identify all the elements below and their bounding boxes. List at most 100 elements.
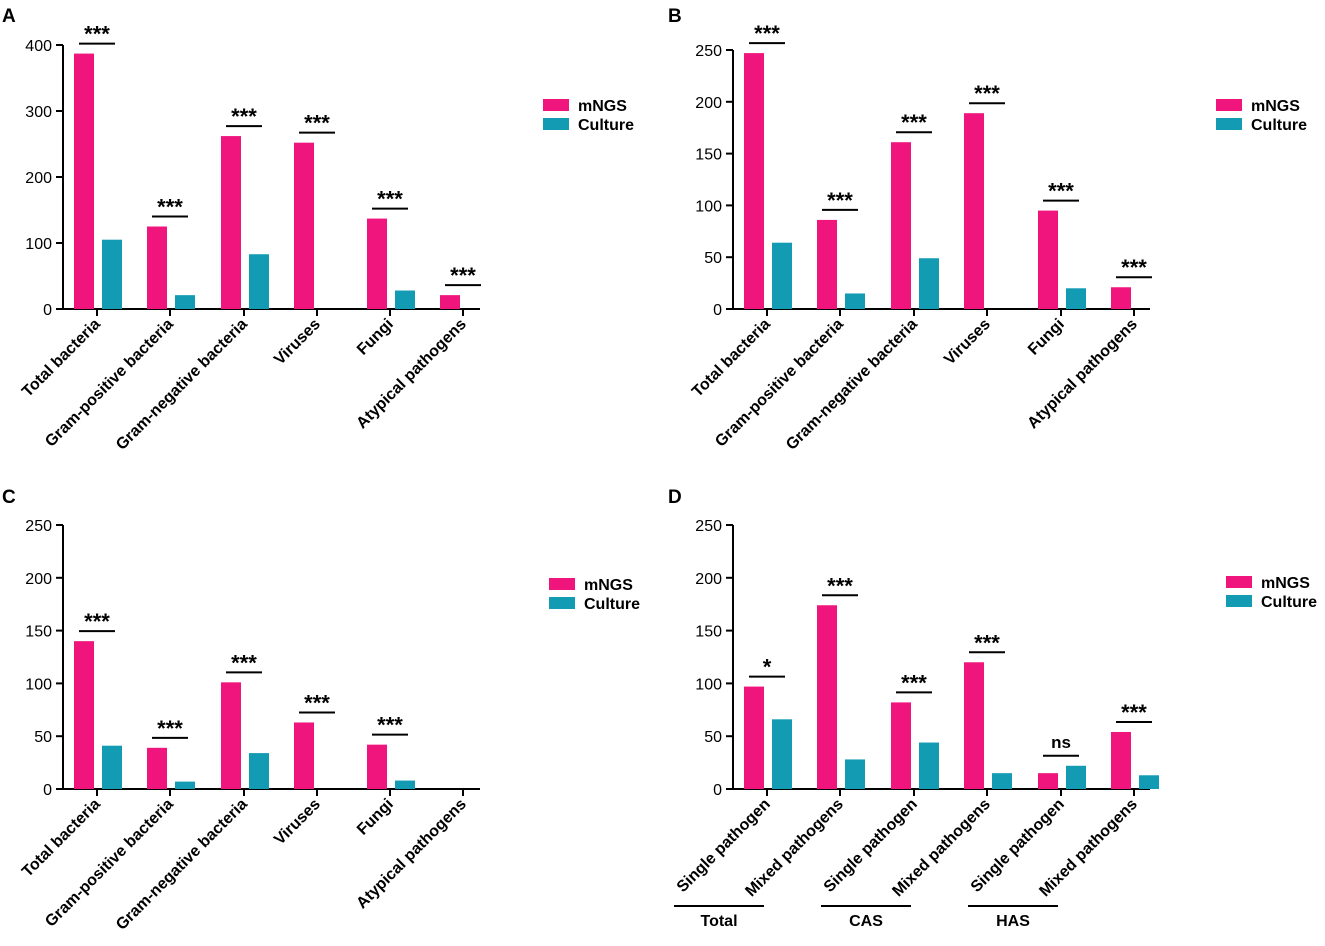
significance-label: *** bbox=[901, 670, 927, 695]
bar-culture bbox=[919, 742, 939, 789]
panel-a: A 0 100 200 300 400 *** Total bacteria *** Gram-p… bbox=[2, 6, 634, 454]
y-tick-label: 0 bbox=[713, 302, 722, 319]
bar-mngs bbox=[744, 53, 764, 309]
significance-label: *** bbox=[157, 716, 183, 741]
significance-label: *** bbox=[377, 187, 403, 212]
bar-culture bbox=[845, 759, 865, 789]
panel-letter: A bbox=[2, 6, 16, 27]
bar-culture bbox=[102, 745, 122, 789]
bar-culture bbox=[102, 239, 122, 309]
significance-label: *** bbox=[754, 21, 780, 46]
bar-culture bbox=[992, 773, 1012, 789]
legend-swatch-mngs bbox=[543, 99, 569, 111]
y-tick-label: 200 bbox=[695, 571, 722, 588]
significance-label: *** bbox=[84, 609, 110, 634]
y-tick-label: 50 bbox=[704, 250, 722, 267]
significance-label: *** bbox=[1048, 179, 1074, 204]
bar-mngs bbox=[891, 702, 911, 789]
x-category-label: Gram-positive bacteria bbox=[42, 316, 177, 451]
legend-label-culture: Culture bbox=[1251, 117, 1307, 134]
bar-mngs bbox=[294, 722, 314, 789]
y-tick-label: 150 bbox=[25, 624, 52, 641]
x-category-label: Fungi bbox=[1025, 316, 1068, 359]
y-tick-label: 250 bbox=[25, 518, 52, 535]
panel-letter: D bbox=[668, 487, 682, 508]
y-tick-label: 100 bbox=[695, 198, 722, 215]
bar-mngs bbox=[294, 142, 314, 309]
bar-mngs bbox=[891, 142, 911, 309]
y-tick-label: 150 bbox=[695, 624, 722, 641]
significance-label: *** bbox=[157, 195, 183, 220]
bar-mngs bbox=[744, 686, 764, 789]
significance-label: *** bbox=[377, 713, 403, 738]
legend-label-mngs: mNGS bbox=[1261, 575, 1310, 592]
group-label: HAS bbox=[996, 913, 1030, 930]
bar-mngs bbox=[147, 226, 167, 309]
legend-swatch-mngs bbox=[1216, 99, 1242, 111]
x-category-label: Total bacteria bbox=[19, 316, 104, 401]
y-tick-label: 400 bbox=[25, 38, 52, 55]
legend-label-culture: Culture bbox=[578, 117, 634, 134]
bar-mngs bbox=[1038, 773, 1058, 789]
y-tick-label: 100 bbox=[25, 676, 52, 693]
legend-swatch-culture bbox=[543, 118, 569, 130]
significance-label: *** bbox=[1121, 255, 1147, 280]
bar-culture bbox=[175, 781, 195, 789]
significance-label: *** bbox=[450, 263, 476, 288]
y-tick-label: 200 bbox=[25, 170, 52, 187]
legend-swatch-culture bbox=[1216, 118, 1242, 130]
x-category-label: Viruses bbox=[941, 316, 994, 369]
x-category-label: Gram-positive bacteria bbox=[42, 796, 177, 931]
bar-mngs bbox=[964, 113, 984, 309]
bar-culture bbox=[395, 780, 415, 789]
bar-culture bbox=[1066, 765, 1086, 789]
legend-label-mngs: mNGS bbox=[1251, 98, 1300, 115]
y-tick-label: 100 bbox=[695, 676, 722, 693]
significance-label: *** bbox=[84, 22, 110, 47]
bar-mngs bbox=[221, 136, 241, 309]
panel-letter: C bbox=[2, 487, 16, 508]
significance-label: *** bbox=[974, 630, 1000, 655]
group-label: Total bbox=[700, 913, 737, 930]
x-category-label: Total bacteria bbox=[19, 796, 104, 881]
bar-mngs bbox=[367, 744, 387, 789]
legend-swatch-culture bbox=[1226, 595, 1252, 607]
bar-culture bbox=[845, 293, 865, 309]
legend-label-mngs: mNGS bbox=[584, 577, 633, 594]
y-tick-label: 250 bbox=[695, 43, 722, 60]
bar-culture bbox=[395, 290, 415, 309]
bar-culture bbox=[1066, 288, 1086, 309]
y-tick-label: 150 bbox=[695, 147, 722, 164]
bar-mngs bbox=[221, 682, 241, 789]
x-category-label: Gram-negative bacteria bbox=[113, 796, 251, 934]
y-tick-label: 0 bbox=[43, 302, 52, 319]
bar-mngs bbox=[147, 747, 167, 789]
panel-letter: B bbox=[668, 6, 682, 27]
bar-mngs bbox=[74, 641, 94, 789]
x-category-label: Gram-negative bacteria bbox=[783, 316, 921, 454]
bar-mngs bbox=[1111, 731, 1131, 789]
legend-swatch-mngs bbox=[549, 578, 575, 590]
significance-label: ns bbox=[1051, 733, 1071, 752]
significance-label: *** bbox=[304, 111, 330, 136]
significance-label: *** bbox=[231, 104, 257, 129]
legend-swatch-mngs bbox=[1226, 576, 1252, 588]
legend-label-culture: Culture bbox=[1261, 594, 1317, 611]
x-category-label: Gram-negative bacteria bbox=[113, 316, 251, 454]
significance-label: *** bbox=[304, 690, 330, 715]
y-tick-label: 50 bbox=[704, 729, 722, 746]
x-category-label: Fungi bbox=[354, 316, 397, 359]
x-category-label: Total bacteria bbox=[689, 316, 774, 401]
x-category-label: Gram-positive bacteria bbox=[712, 316, 847, 451]
x-category-label: Viruses bbox=[271, 796, 324, 849]
significance-label: *** bbox=[1121, 700, 1147, 725]
bar-culture bbox=[249, 254, 269, 309]
significance-label: *** bbox=[974, 81, 1000, 106]
x-category-label: Viruses bbox=[271, 316, 324, 369]
y-tick-label: 50 bbox=[34, 729, 52, 746]
bar-culture bbox=[772, 719, 792, 789]
significance-label: *** bbox=[827, 188, 853, 213]
y-tick-label: 300 bbox=[25, 104, 52, 121]
bar-mngs bbox=[440, 295, 460, 309]
